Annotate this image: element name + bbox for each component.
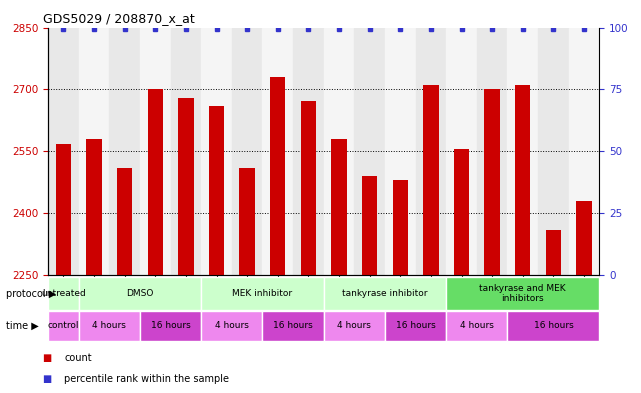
Bar [446, 28, 477, 275]
Bar [508, 28, 538, 275]
Text: ■: ■ [42, 374, 51, 384]
Text: tankyrase and MEK
inhibitors: tankyrase and MEK inhibitors [479, 284, 566, 303]
Bar [477, 28, 508, 275]
Text: percentile rank within the sample: percentile rank within the sample [64, 374, 229, 384]
Bar [140, 28, 171, 275]
Bar [232, 28, 262, 275]
Bar [545, 230, 561, 275]
Bar [446, 277, 599, 310]
Bar [454, 149, 469, 275]
Text: DMSO: DMSO [126, 289, 154, 298]
Text: GDS5029 / 208870_x_at: GDS5029 / 208870_x_at [42, 12, 194, 25]
Text: untreated: untreated [41, 289, 86, 298]
Text: control: control [47, 321, 79, 331]
Bar [201, 28, 232, 275]
Bar [569, 28, 599, 275]
Bar [79, 28, 110, 275]
Text: 4 hours: 4 hours [337, 321, 371, 331]
Bar [79, 311, 140, 341]
Bar [538, 28, 569, 275]
Bar [48, 28, 79, 275]
Bar [201, 277, 324, 310]
Bar [508, 311, 599, 341]
Bar [110, 28, 140, 275]
Bar [301, 101, 316, 275]
Text: 4 hours: 4 hours [215, 321, 249, 331]
Text: 16 hours: 16 hours [151, 321, 190, 331]
Text: protocol ▶: protocol ▶ [6, 289, 56, 299]
Bar [178, 99, 194, 275]
Text: 4 hours: 4 hours [92, 321, 126, 331]
Bar [140, 311, 201, 341]
Bar [209, 106, 224, 275]
Bar [201, 311, 262, 341]
Bar [262, 28, 293, 275]
Bar [362, 176, 378, 275]
Bar [485, 89, 500, 275]
Bar [117, 168, 132, 275]
Bar [331, 139, 347, 275]
Bar [293, 28, 324, 275]
Text: 16 hours: 16 hours [395, 321, 435, 331]
Bar [576, 201, 592, 275]
Bar [147, 89, 163, 275]
Bar [171, 28, 201, 275]
Bar [240, 168, 254, 275]
Bar [324, 277, 446, 310]
Bar [515, 85, 530, 275]
Bar [354, 28, 385, 275]
Bar [324, 311, 385, 341]
Bar [270, 77, 285, 275]
Bar [324, 28, 354, 275]
Bar [423, 85, 438, 275]
Text: count: count [64, 353, 92, 362]
Bar [392, 180, 408, 275]
Bar [385, 311, 446, 341]
Text: time ▶: time ▶ [6, 321, 39, 331]
Text: tankyrase inhibitor: tankyrase inhibitor [342, 289, 428, 298]
Text: MEK inhibitor: MEK inhibitor [233, 289, 292, 298]
Bar [48, 311, 79, 341]
Text: ■: ■ [42, 353, 51, 362]
Bar [56, 144, 71, 275]
Text: 16 hours: 16 hours [273, 321, 313, 331]
Bar [415, 28, 446, 275]
Bar [48, 277, 79, 310]
Bar [385, 28, 415, 275]
Text: 4 hours: 4 hours [460, 321, 494, 331]
Text: 16 hours: 16 hours [533, 321, 573, 331]
Bar [87, 139, 102, 275]
Bar [446, 311, 508, 341]
Bar [79, 277, 201, 310]
Bar [262, 311, 324, 341]
